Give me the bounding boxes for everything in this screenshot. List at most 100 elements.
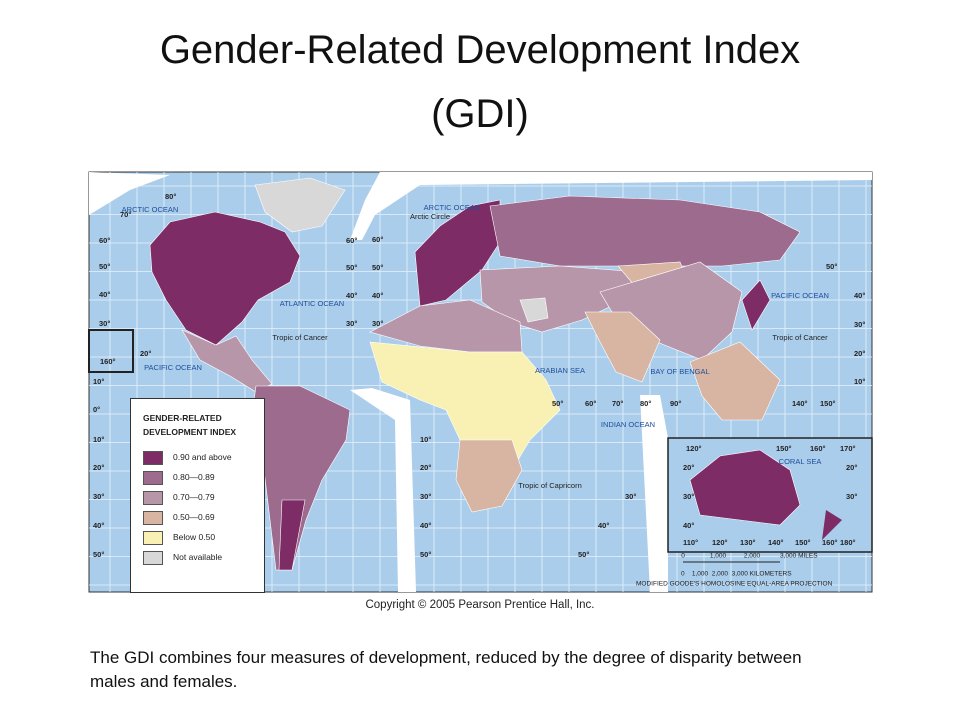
country-region — [689, 341, 781, 421]
degree-label: 160° — [100, 357, 116, 366]
degree-label: 60° — [346, 236, 357, 245]
degree-label: 90° — [670, 399, 681, 408]
legend-swatch — [143, 551, 163, 565]
country-region — [519, 297, 549, 323]
degree-label: 180° — [840, 538, 856, 547]
legend-title: GENDER-RELATED DEVELOPMENT INDEX — [143, 413, 237, 437]
map-label: ATLANTIC OCEAN — [280, 299, 344, 308]
degree-label: 30° — [846, 492, 857, 501]
map-label: Tropic of Cancer — [772, 333, 828, 342]
degree-label: 120° — [712, 538, 728, 547]
degree-label: 40° — [420, 521, 431, 530]
country-region — [584, 311, 661, 383]
interruption — [350, 388, 416, 592]
map-label: ARCTIC OCEAN — [122, 205, 179, 214]
map-label: BAY OF BENGAL — [650, 367, 709, 376]
degree-label: 70° — [612, 399, 623, 408]
degree-label: 140° — [792, 399, 808, 408]
map-label: Tropic of Cancer — [272, 333, 328, 342]
degree-label: 30° — [99, 319, 110, 328]
legend-swatch — [143, 531, 163, 545]
degree-label: 160° — [810, 444, 826, 453]
degree-label: 50° — [372, 263, 383, 272]
map-label: ARABIAN SEA — [535, 366, 585, 375]
degree-label: 20° — [846, 463, 857, 472]
slide-title: Gender-Related Development Index (GDI) — [159, 28, 801, 136]
legend-label: Not available — [173, 552, 223, 562]
degree-label: 60° — [585, 399, 596, 408]
country-region — [181, 329, 273, 393]
degree-label: 50° — [93, 550, 104, 559]
degree-label: 20° — [140, 349, 151, 358]
legend-label: 0.80—0.89 — [173, 472, 215, 482]
degree-label: 50° — [346, 263, 357, 272]
degree-label: 150° — [776, 444, 792, 453]
degree-label: 10° — [93, 435, 104, 444]
degree-label: 120° — [686, 444, 702, 453]
caption: The GDI combines four measures of develo… — [90, 648, 802, 691]
degree-label: 130° — [740, 538, 756, 547]
degree-label: 80° — [640, 399, 651, 408]
legend-label: 0.70—0.79 — [173, 492, 215, 502]
map-label: PACIFIC OCEAN — [144, 363, 202, 372]
country-region — [149, 211, 301, 346]
degree-label: 20° — [683, 463, 694, 472]
map-label: Tropic of Capricorn — [518, 481, 582, 490]
degree-label: 150° — [795, 538, 811, 547]
degree-label: 50° — [578, 550, 589, 559]
degree-label: 30° — [346, 319, 357, 328]
degree-label: 40° — [93, 521, 104, 530]
degree-label: 80° — [165, 192, 176, 201]
scale-label: 2,000 — [744, 553, 761, 560]
scale-label: 1,000 — [710, 553, 727, 560]
map-label: INDIAN OCEAN — [601, 420, 655, 429]
country-region — [254, 177, 346, 233]
degree-label: 40° — [346, 291, 357, 300]
degree-label: 40° — [99, 290, 110, 299]
degree-label: 60° — [372, 235, 383, 244]
degree-label: 30° — [625, 492, 636, 501]
degree-label: 10° — [420, 435, 431, 444]
degree-label: 40° — [372, 291, 383, 300]
degree-label: 140° — [768, 538, 784, 547]
legend-label: Below 0.50 — [173, 532, 216, 542]
degree-label: 150° — [820, 399, 836, 408]
scale-label: 0 — [681, 553, 685, 560]
scale-label: 3,000 MILES — [780, 553, 818, 560]
projection: MODIFIED GOODE'S HOMOLOSINE EQUAL-AREA P… — [636, 581, 833, 588]
alaska-inset — [88, 329, 134, 373]
legend-label: 0.50—0.69 — [173, 512, 215, 522]
country-region — [369, 299, 523, 353]
degree-label: 20° — [420, 463, 431, 472]
interruption — [89, 172, 170, 215]
map-label: CORAL SEA — [779, 457, 822, 466]
degree-label: 170° — [840, 444, 856, 453]
degree-label: 50° — [552, 399, 563, 408]
degree-label: 20° — [854, 349, 865, 358]
degree-label: 30° — [683, 492, 694, 501]
country-region — [278, 499, 306, 571]
degree-label: 70° — [120, 210, 131, 219]
degree-label: 30° — [854, 320, 865, 329]
degree-label: 50° — [826, 262, 837, 271]
degree-label: 20° — [93, 463, 104, 472]
degree-label: 40° — [854, 291, 865, 300]
degree-label: 30° — [93, 492, 104, 501]
australia — [689, 449, 801, 526]
degree-label: 30° — [420, 492, 431, 501]
degree-label: 0° — [93, 405, 100, 414]
legend-swatch — [143, 451, 163, 465]
degree-label: 30° — [372, 319, 383, 328]
interruption — [89, 172, 872, 240]
degree-label: 60° — [99, 236, 110, 245]
legend-swatch — [143, 471, 163, 485]
degree-label: 40° — [683, 521, 694, 530]
map-label: Arctic Circle — [410, 212, 450, 221]
degree-label: 10° — [854, 377, 865, 386]
country-region — [479, 265, 641, 333]
degree-label: 50° — [420, 550, 431, 559]
legend: GENDER-RELATED DEVELOPMENT INDEX 0.90 an… — [130, 398, 265, 593]
legend-swatch — [143, 491, 163, 505]
